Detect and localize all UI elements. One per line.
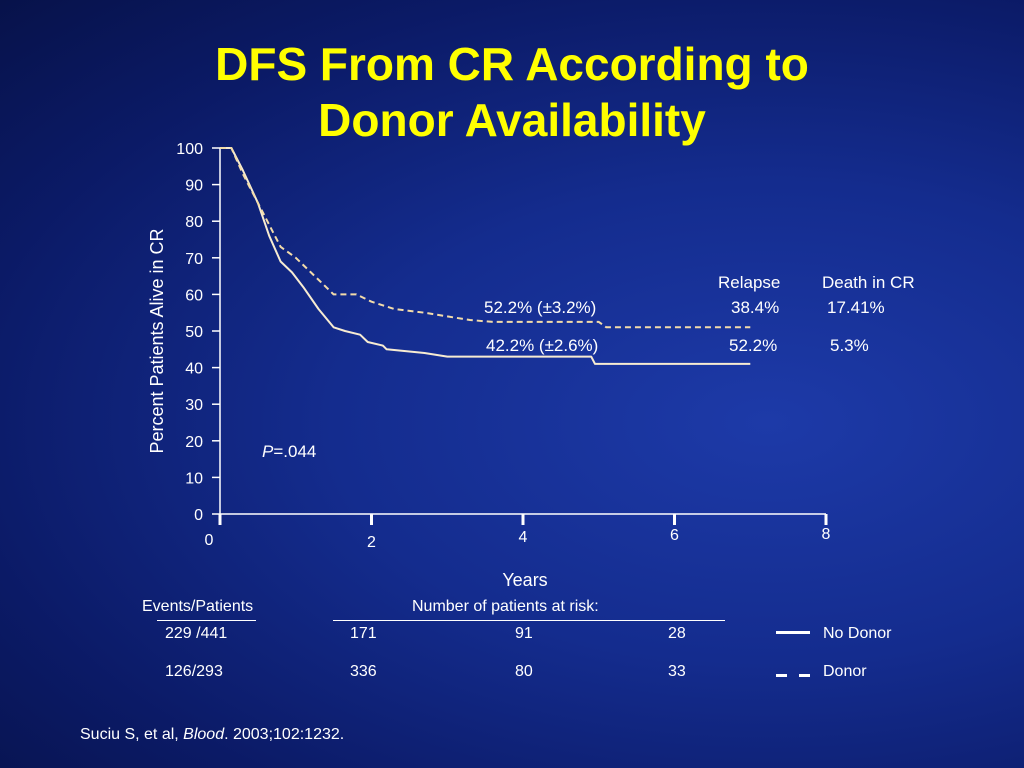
events-header: Events/Patients bbox=[142, 598, 254, 615]
legend-label-donor: Donor bbox=[823, 663, 867, 680]
p-value-label: P bbox=[262, 442, 274, 461]
death-header: Death in CR bbox=[822, 273, 915, 292]
x-tick-label: 2 bbox=[367, 534, 376, 551]
nodonor-dfs-annotation: 42.2% (±2.6%) bbox=[486, 336, 599, 355]
y-tick-label: 0 bbox=[194, 507, 203, 524]
legend-dash-segment bbox=[776, 674, 787, 677]
row-risk-6y: 28 bbox=[668, 625, 686, 642]
x-tick-label: 0 bbox=[205, 532, 214, 549]
y-tick-label: 80 bbox=[185, 214, 203, 231]
y-axis-label: Percent Patients Alive in CR bbox=[147, 228, 167, 453]
relapse-header: Relapse bbox=[718, 273, 781, 292]
slide-title-line2: Donor Availability bbox=[318, 94, 706, 146]
donor-dfs-annotation: 52.2% (±3.2%) bbox=[484, 298, 597, 317]
y-tick-label: 70 bbox=[185, 251, 203, 268]
series-layer bbox=[220, 147, 751, 365]
y-tick-label: 30 bbox=[185, 397, 203, 414]
y-tick-label: 20 bbox=[185, 434, 203, 451]
slide-title-line1: DFS From CR According to bbox=[215, 38, 809, 90]
x-tick-label: 6 bbox=[670, 527, 679, 544]
x-tick-label: 8 bbox=[822, 526, 831, 543]
y-tick-label: 60 bbox=[185, 287, 203, 304]
x-axis-label: Years bbox=[502, 570, 547, 590]
label-layer: 0 10 20 30 40 50 60 70 80 90 100 0 2 4 6 8 Years Percent … bbox=[147, 141, 831, 590]
row-risk-6y: 33 bbox=[668, 663, 686, 680]
row-risk-2y: 171 bbox=[350, 625, 377, 642]
donor-relapse-annotation: 38.4% bbox=[731, 298, 780, 317]
donor-death-annotation: 17.41% bbox=[827, 298, 885, 317]
risk-header: Number of patients at risk: bbox=[412, 598, 599, 615]
y-tick-label: 100 bbox=[176, 141, 203, 158]
row-events: 229 /441 bbox=[165, 625, 228, 642]
nodonor-relapse-annotation: 52.2% bbox=[729, 336, 778, 355]
p-value: P=.044 bbox=[262, 442, 316, 462]
row-risk-4y: 80 bbox=[515, 663, 533, 680]
row-risk-2y: 336 bbox=[350, 663, 377, 680]
row-risk-4y: 91 bbox=[515, 625, 533, 642]
nodonor-death-annotation: 5.3% bbox=[830, 336, 869, 355]
y-tick-label: 10 bbox=[185, 470, 203, 487]
y-tick-label: 90 bbox=[185, 178, 203, 195]
legend-solid-line bbox=[776, 631, 810, 634]
legend-label-no-donor: No Donor bbox=[823, 625, 892, 642]
legend-dash-segment bbox=[799, 674, 810, 677]
slide-title: DFS From CR According to Donor Availabil… bbox=[0, 36, 1024, 148]
series-line-no-donor bbox=[220, 147, 751, 365]
x-tick-label: 4 bbox=[519, 529, 528, 546]
citation-rest: . 2003;102:1232. bbox=[224, 726, 345, 743]
citation-journal: Blood bbox=[183, 726, 225, 743]
y-tick-label: 40 bbox=[185, 361, 203, 378]
y-tick-label: 50 bbox=[185, 324, 203, 341]
series-line-donor bbox=[220, 147, 751, 329]
risk-header-rule bbox=[333, 620, 725, 621]
row-events: 126/293 bbox=[165, 663, 223, 680]
citation-authors: Suciu S, et al, bbox=[80, 726, 184, 743]
axes-layer bbox=[212, 147, 828, 525]
p-value-number: =.044 bbox=[273, 442, 317, 461]
events-header-rule bbox=[157, 620, 256, 621]
citation: Suciu S, et al, Blood. 2003;102:1232. bbox=[80, 726, 344, 744]
